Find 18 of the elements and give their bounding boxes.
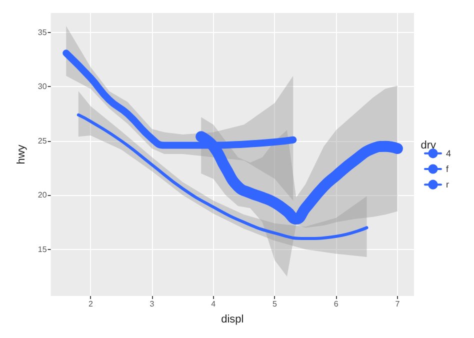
legend-label: r bbox=[446, 180, 449, 190]
x-tick-label: 2 bbox=[88, 300, 94, 308]
x-tick-label: 5 bbox=[272, 300, 278, 308]
y-tick-label: 20 bbox=[38, 190, 48, 200]
y-tick-label: 30 bbox=[38, 82, 48, 92]
x-tick-label: 7 bbox=[395, 300, 400, 308]
line-series bbox=[76, 113, 368, 240]
legend-title: drv bbox=[420, 140, 436, 152]
y-tick-label: 15 bbox=[38, 244, 48, 254]
legend-label: f bbox=[446, 164, 449, 174]
y-axis-title: hwy bbox=[16, 144, 28, 164]
x-tick-label: 4 bbox=[211, 300, 216, 308]
legend-label: 4 bbox=[446, 148, 452, 158]
y-tick-label: 35 bbox=[38, 28, 48, 38]
x-tick-label: 6 bbox=[334, 300, 339, 308]
x-tick-label: 3 bbox=[150, 300, 155, 308]
y-tick-label: 25 bbox=[38, 136, 48, 146]
x-axis-title: displ bbox=[221, 314, 244, 326]
